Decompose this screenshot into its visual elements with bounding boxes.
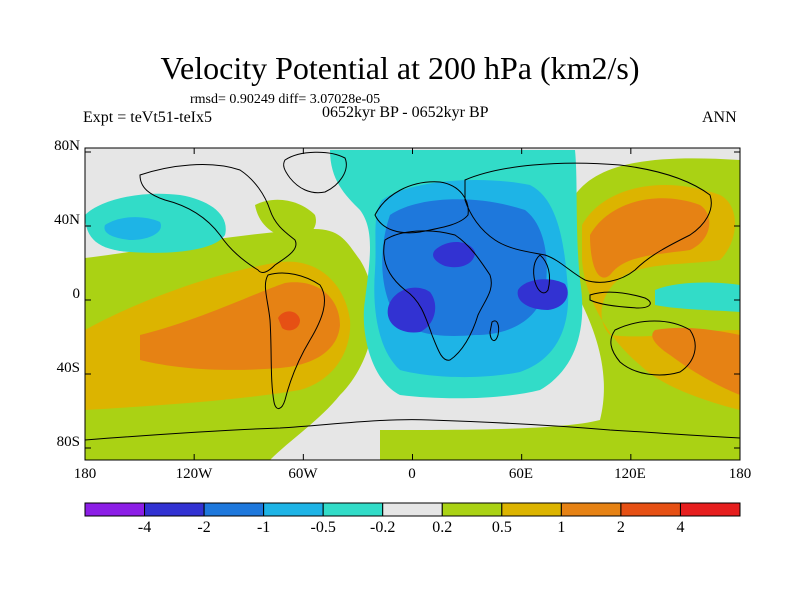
coast-greenland [283,151,347,194]
colorbar-label: 1 [557,519,566,536]
experiment-label: Expt = teVt51-teIx5 [83,109,212,126]
field-orange-west [140,282,340,370]
lon-tick-label: 60W [288,466,318,482]
lat-tick-label: 80S [56,434,80,450]
lon-tick-label: 120W [175,466,213,482]
coast-madagascar [489,320,500,342]
colorbar-label: -4 [137,519,152,536]
field-red-south-america [278,311,300,331]
colorbar-swatch [560,502,622,517]
colorbar-label: -0.2 [370,519,396,536]
colorbar-label: -2 [197,519,211,536]
colorbar-swatch [144,502,205,517]
lat-tick-label: 0 [72,286,81,302]
coast-south-america [264,272,325,409]
lon-tick-label: 0 [408,466,416,482]
contour-fields [85,148,740,460]
field-darkblue-indian-ocean [517,279,568,310]
coast-indonesia [589,291,651,309]
coast-antarctica [85,419,740,441]
lat-tick-label: 40S [56,360,80,376]
colorbar [84,502,741,517]
axis-ticks [84,148,741,460]
field-orange-southeast [652,327,740,395]
coastlines [85,151,740,441]
field-darkblue-south-atlantic [387,287,436,333]
coast-asia [464,162,712,283]
map-title: Velocity Potential at 200 hPa (km2/s) [160,50,640,86]
lon-tick-label: 60E [508,466,534,482]
lon-tick-label: 180 [728,466,752,482]
colorbar-swatch [263,502,324,517]
colorbar-label: -1 [256,519,271,536]
lat-tick-label: 80N [54,138,80,154]
colorbar-swatch [679,502,741,517]
colorbar-swatch [620,502,681,517]
colorbar-swatch [441,502,503,517]
colorbar-label: -0.5 [310,519,336,536]
colorbar-swatch [84,502,146,517]
period-label: 0652kyr BP - 0652kyr BP [322,104,489,121]
lon-tick-label: 180 [73,466,97,482]
coast-north-america [139,164,297,273]
colorbar-swatch [203,502,265,517]
stats-text: rmsd= 0.90249 diff= 3.07028e-05 [190,92,381,107]
colorbar-swatch [322,502,384,517]
colorbar-label: 0.2 [432,519,453,536]
coast-india [533,254,551,294]
colorbar-swatch [501,502,562,517]
colorbar-label: 0.5 [491,519,512,536]
coast-australia [610,320,696,376]
coast-africa [383,230,492,361]
field-darkblue-north-africa [433,241,475,268]
colorbar-label: 2 [616,519,625,536]
field-lightblue-north-pacific [104,217,161,240]
colorbar-label: 4 [676,519,685,536]
field-orange-east [590,198,710,278]
lon-tick-label: 120E [614,466,646,482]
lat-tick-label: 40N [54,212,80,228]
season-label: ANN [702,109,737,126]
field-cyan-west-pacific [655,282,740,312]
colorbar-swatch [382,502,443,517]
